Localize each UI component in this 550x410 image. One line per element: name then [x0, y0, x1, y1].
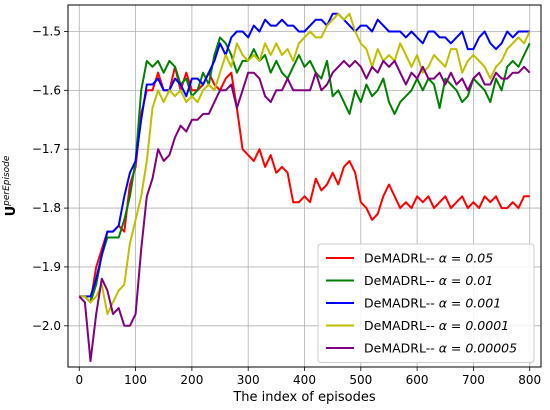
- legend-entry-5: DeMADRL-- α = 0.00005: [364, 341, 517, 356]
- series-line-5: [78, 59, 531, 363]
- legend-box: [317, 243, 535, 363]
- legend-entry-alpha: α = 0.001: [439, 296, 501, 311]
- y-tick-label: −1.5: [32, 24, 61, 38]
- legend-entry-3: DeMADRL-- α = 0.001: [364, 296, 501, 311]
- x-tick-label: 200: [180, 373, 203, 387]
- x-tick-label: 100: [124, 373, 147, 387]
- legend-entry-name: DeMADRL--: [364, 251, 439, 266]
- axis-ticks: 0 100 200 300 400 500 600 700 800 −2.0 −1.9 −1.8 −1.…: [32, 24, 541, 387]
- y-tick-label: −1.9: [32, 260, 61, 274]
- y-tick-label: −2.0: [32, 319, 61, 333]
- series-line-3: [79, 12, 530, 298]
- legend-entry-4: DeMADRL-- α = 0.0001: [364, 318, 509, 333]
- legend-entry-2: DeMADRL-- α = 0.01: [364, 273, 493, 288]
- legend-entry-alpha: α = 0.0001: [439, 318, 509, 333]
- legend-entry-name: DeMADRL--: [364, 273, 439, 288]
- legend-entry-name: DeMADRL--: [364, 341, 439, 356]
- x-tick-label: 0: [75, 373, 83, 387]
- y-axis-label: UperEpisode: [2, 155, 19, 216]
- x-tick-label: 700: [462, 373, 485, 387]
- x-tick-label: 500: [349, 373, 372, 387]
- series-line-1: [79, 65, 530, 304]
- series-line-4: [79, 12, 531, 315]
- legend-entry-name: DeMADRL--: [364, 318, 439, 333]
- x-tick-label: 600: [406, 373, 429, 387]
- series-line-2: [79, 36, 531, 304]
- x-tick-label: 300: [237, 373, 260, 387]
- legend-entry-alpha: α = 0.05: [439, 251, 494, 266]
- y-tick-label: −1.6: [32, 83, 61, 97]
- legend-entry-alpha: α = 0.01: [439, 273, 494, 288]
- series-lines: [78, 12, 531, 363]
- legend-entry-alpha: α = 0.00005: [439, 341, 517, 356]
- y-axis-label-superscript: perEpisode: [2, 155, 12, 207]
- x-axis-label: The index of episodes: [232, 390, 376, 405]
- x-tick-label: 400: [293, 373, 316, 387]
- y-axis-label-main: U: [4, 206, 19, 217]
- y-tick-label: −1.8: [32, 201, 61, 215]
- y-tick-label: −1.7: [32, 142, 61, 156]
- legend-entry-name: DeMADRL--: [364, 296, 439, 311]
- legend-entry-1: DeMADRL-- α = 0.05: [364, 251, 493, 266]
- x-tick-label: 800: [518, 373, 541, 387]
